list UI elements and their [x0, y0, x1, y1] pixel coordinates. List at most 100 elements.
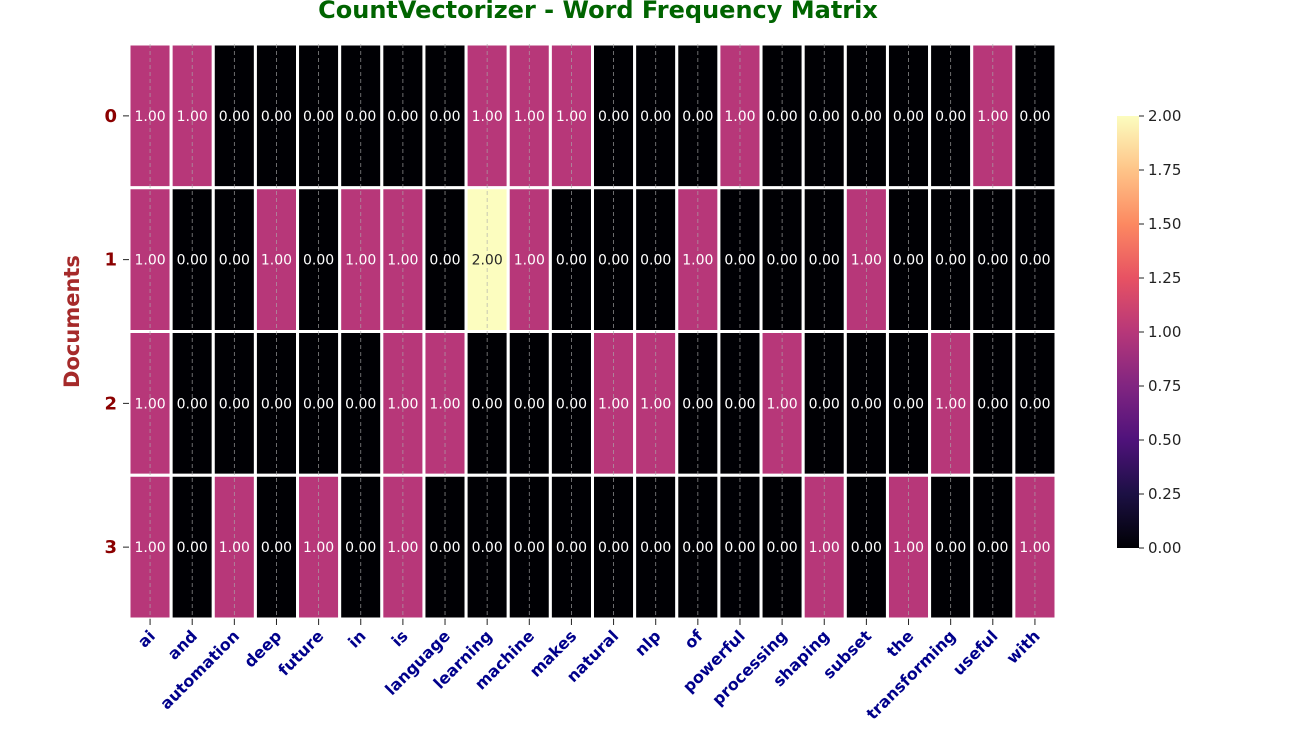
- x-tick-label: is: [388, 626, 412, 650]
- cell-value-label: 1.00: [134, 253, 165, 269]
- cell-value-label: 0.00: [724, 253, 755, 269]
- cell-value-label: 2.00: [472, 253, 503, 269]
- cell-value-label: 0.00: [177, 540, 208, 556]
- x-tick-label: useful: [949, 626, 1002, 679]
- cell-value-label: 1.00: [514, 109, 545, 125]
- cell-value-label: 0.00: [219, 109, 250, 125]
- x-tick-label: with: [1003, 626, 1044, 667]
- cell-value-label: 0.00: [1019, 396, 1050, 412]
- cell-value-label: 0.00: [472, 396, 503, 412]
- heatmap-cell: [675, 186, 721, 333]
- cell-value-label: 1.00: [387, 540, 418, 556]
- colorbar-gradient: [1117, 116, 1139, 548]
- cell-value-label: 1.00: [219, 540, 250, 556]
- cell-value-label: 0.00: [851, 396, 882, 412]
- cell-value-label: 0.00: [177, 396, 208, 412]
- cell-value-label: 0.00: [935, 540, 966, 556]
- cell-value-label: 1.00: [134, 540, 165, 556]
- cell-value-label: 0.00: [640, 253, 671, 269]
- cell-value-label: 0.00: [345, 540, 376, 556]
- cell-value-label: 0.00: [1019, 109, 1050, 125]
- cell-value-label: 0.00: [809, 396, 840, 412]
- cell-value-label: 0.00: [514, 396, 545, 412]
- cell-value-label: 0.00: [429, 109, 460, 125]
- cell-value-label: 0.00: [767, 253, 798, 269]
- x-tick-label: future: [274, 626, 327, 679]
- cell-value-label: 1.00: [682, 253, 713, 269]
- heatmap-cell: [970, 473, 1016, 621]
- x-tick-label: nlp: [631, 626, 664, 659]
- cell-value-label: 1.00: [387, 396, 418, 412]
- cell-value-label: 0.00: [387, 109, 418, 125]
- colorbar: 0.00 0.25 0.50 0.75 1.00 1.25 1.50 1.75 2.00: [1117, 107, 1181, 557]
- cell-value-label: 0.00: [219, 396, 250, 412]
- colorbar-tick-label: 2.00: [1148, 107, 1181, 125]
- cell-value-label: 1.00: [134, 109, 165, 125]
- cell-value-label: 1.00: [640, 396, 671, 412]
- cell-value-label: 0.00: [261, 109, 292, 125]
- cell-value-label: 1.00: [851, 253, 882, 269]
- y-tick-label: 1: [104, 250, 117, 271]
- cell-value-label: 0.00: [767, 540, 798, 556]
- heatmap-cell: [591, 473, 637, 621]
- cell-value-label: 1.00: [472, 109, 503, 125]
- colorbar-tick-label: 0.25: [1148, 485, 1181, 503]
- cell-value-label: 1.00: [724, 109, 755, 125]
- heatmap-cell: [633, 473, 679, 621]
- x-tick-label: of: [681, 626, 708, 653]
- cell-value-label: 1.00: [177, 109, 208, 125]
- colorbar-tick-label: 1.50: [1148, 215, 1181, 233]
- cell-value-label: 0.00: [1019, 253, 1050, 269]
- cell-value-label: 0.00: [429, 253, 460, 269]
- cell-value-label: 0.00: [977, 253, 1008, 269]
- cell-value-label: 0.00: [345, 109, 376, 125]
- colorbar-tick-label: 0.00: [1148, 539, 1181, 557]
- heatmap-cell: [296, 186, 342, 333]
- cell-value-label: 0.00: [598, 540, 629, 556]
- cell-value-label: 1.00: [514, 253, 545, 269]
- cell-value-label: 0.00: [261, 396, 292, 412]
- colorbar-tick-label: 1.00: [1148, 323, 1181, 341]
- y-tick-label: 2: [104, 393, 117, 414]
- x-tick-label: the: [883, 626, 918, 661]
- chart-title: CountVectorizer - Word Frequency Matrix: [318, 0, 878, 24]
- cell-value-label: 0.00: [893, 109, 924, 125]
- heatmap-cell: [380, 186, 426, 333]
- cell-value-label: 0.00: [472, 540, 503, 556]
- cell-value-label: 1.00: [387, 253, 418, 269]
- heatmap-cells: 1.00 1.00 0.00 0.00 0.00 0.00 0.00 0.00 1.00 1.00…: [127, 42, 1058, 621]
- cell-value-label: 0.00: [977, 540, 1008, 556]
- cell-value-label: 0.00: [345, 396, 376, 412]
- colorbar-tick-label: 0.50: [1148, 431, 1181, 449]
- cell-value-label: 0.00: [935, 253, 966, 269]
- cell-value-label: 1.00: [303, 540, 334, 556]
- cell-value-label: 0.00: [893, 253, 924, 269]
- cell-value-label: 1.00: [598, 396, 629, 412]
- cell-value-label: 1.00: [345, 253, 376, 269]
- cell-value-label: 1.00: [1019, 540, 1050, 556]
- heatmap-cell: [338, 473, 384, 621]
- cell-value-label: 0.00: [429, 540, 460, 556]
- cell-value-label: 0.00: [682, 540, 713, 556]
- cell-value-label: 0.00: [219, 253, 250, 269]
- cell-value-label: 0.00: [556, 396, 587, 412]
- x-tick-label: in: [344, 626, 369, 651]
- cell-value-label: 1.00: [893, 540, 924, 556]
- colorbar-tick-label: 1.75: [1148, 161, 1181, 179]
- cell-value-label: 0.00: [303, 109, 334, 125]
- cell-value-label: 0.00: [977, 396, 1008, 412]
- cell-value-label: 0.00: [598, 253, 629, 269]
- cell-value-label: 0.00: [767, 109, 798, 125]
- colorbar-tick-label: 1.25: [1148, 269, 1181, 287]
- cell-value-label: 0.00: [556, 540, 587, 556]
- cell-value-label: 0.00: [724, 396, 755, 412]
- cell-value-label: 0.00: [809, 109, 840, 125]
- cell-value-label: 0.00: [640, 109, 671, 125]
- cell-value-label: 1.00: [556, 109, 587, 125]
- y-axis-ticks: 0 1 2 3: [104, 106, 129, 558]
- cell-value-label: 1.00: [429, 396, 460, 412]
- cell-value-label: 0.00: [682, 396, 713, 412]
- cell-value-label: 0.00: [724, 540, 755, 556]
